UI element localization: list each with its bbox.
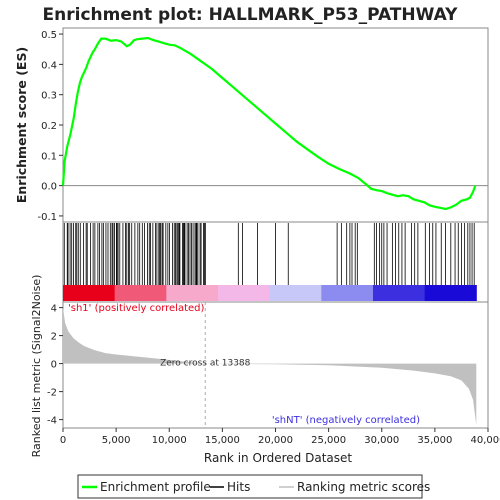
zero-cross-label: Zero cross at 13388 (160, 359, 251, 369)
positive-correlation-label: 'sh1' (positively correlated) (68, 303, 205, 314)
x-tick-label: 0 (60, 435, 66, 446)
es-ytick-label: 0.4 (41, 60, 57, 71)
ranking-bar-segment (166, 285, 219, 301)
x-axis-label: Rank in Ordered Dataset (204, 451, 352, 465)
metric-ytick-label: 0 (51, 360, 57, 371)
x-tick-label: 25,000 (311, 435, 346, 446)
es-ytick-label: 0.2 (41, 121, 57, 132)
negative-correlation-label: 'shNT' (negatively correlated) (272, 415, 420, 426)
x-tick-label: 35,000 (417, 435, 452, 446)
ranking-bar-segment (424, 285, 477, 301)
es-ytick-label: 0.5 (41, 30, 57, 41)
es-ytick-label: 0.0 (41, 182, 57, 193)
legend-label-hits: Hits (227, 480, 250, 494)
ranking-bar-segment (114, 285, 167, 301)
metric-ytick-label: 4 (51, 304, 57, 315)
legend-label-ranking: Ranking metric scores (297, 480, 430, 494)
es-panel: -0.1 0.0 0.1 0.2 0.3 0.4 0.5 Enrichment score … (14, 27, 489, 223)
hits-panel (62, 221, 489, 303)
x-tick-label: 5,000 (102, 435, 131, 446)
metric-ytick-label: -2 (47, 388, 57, 399)
es-panel-frame (62, 27, 489, 223)
enrichment-profile-line (61, 36, 477, 211)
legend-label-enrichment: Enrichment profile (100, 480, 211, 494)
x-tick-label: 15,000 (205, 435, 240, 446)
legend-frame (77, 474, 423, 499)
metric-ytick-label: -4 (47, 416, 57, 427)
chart-title: Enrichment plot: HALLMARK_P53_PATHWAY (43, 5, 459, 25)
ranking-bar-segment (63, 285, 116, 301)
ranking-bar-segment (321, 285, 374, 301)
x-tick-label: 40,000 (471, 435, 500, 446)
ranking-bar-segment (217, 285, 271, 301)
x-tick-label: 20,000 (258, 435, 293, 446)
es-ylabel: Enrichment score (ES) (14, 47, 29, 203)
metric-ylabel: Ranked list metric (Signal2Noise) (30, 275, 43, 458)
x-tick-label: 10,000 (152, 435, 187, 446)
metric-panel: Zero cross at 13388 'sh1' (positively co… (30, 275, 489, 458)
es-ytick-label: -0.1 (37, 212, 57, 223)
legend: Enrichment profile Hits Ranking metric s… (77, 474, 430, 499)
x-tick-label: 30,000 (364, 435, 399, 446)
ranking-bar-segment (269, 285, 322, 301)
x-axis: 0 5,000 10,000 15,000 20,000 25,000 30,000 35,0… (60, 428, 500, 446)
es-ytick-label: 0.3 (41, 91, 57, 102)
metric-ytick-label: 2 (51, 332, 57, 343)
ranking-metric-area (63, 307, 477, 426)
ranking-bar-segment (372, 285, 426, 301)
es-ytick-label: 0.1 (41, 151, 57, 162)
